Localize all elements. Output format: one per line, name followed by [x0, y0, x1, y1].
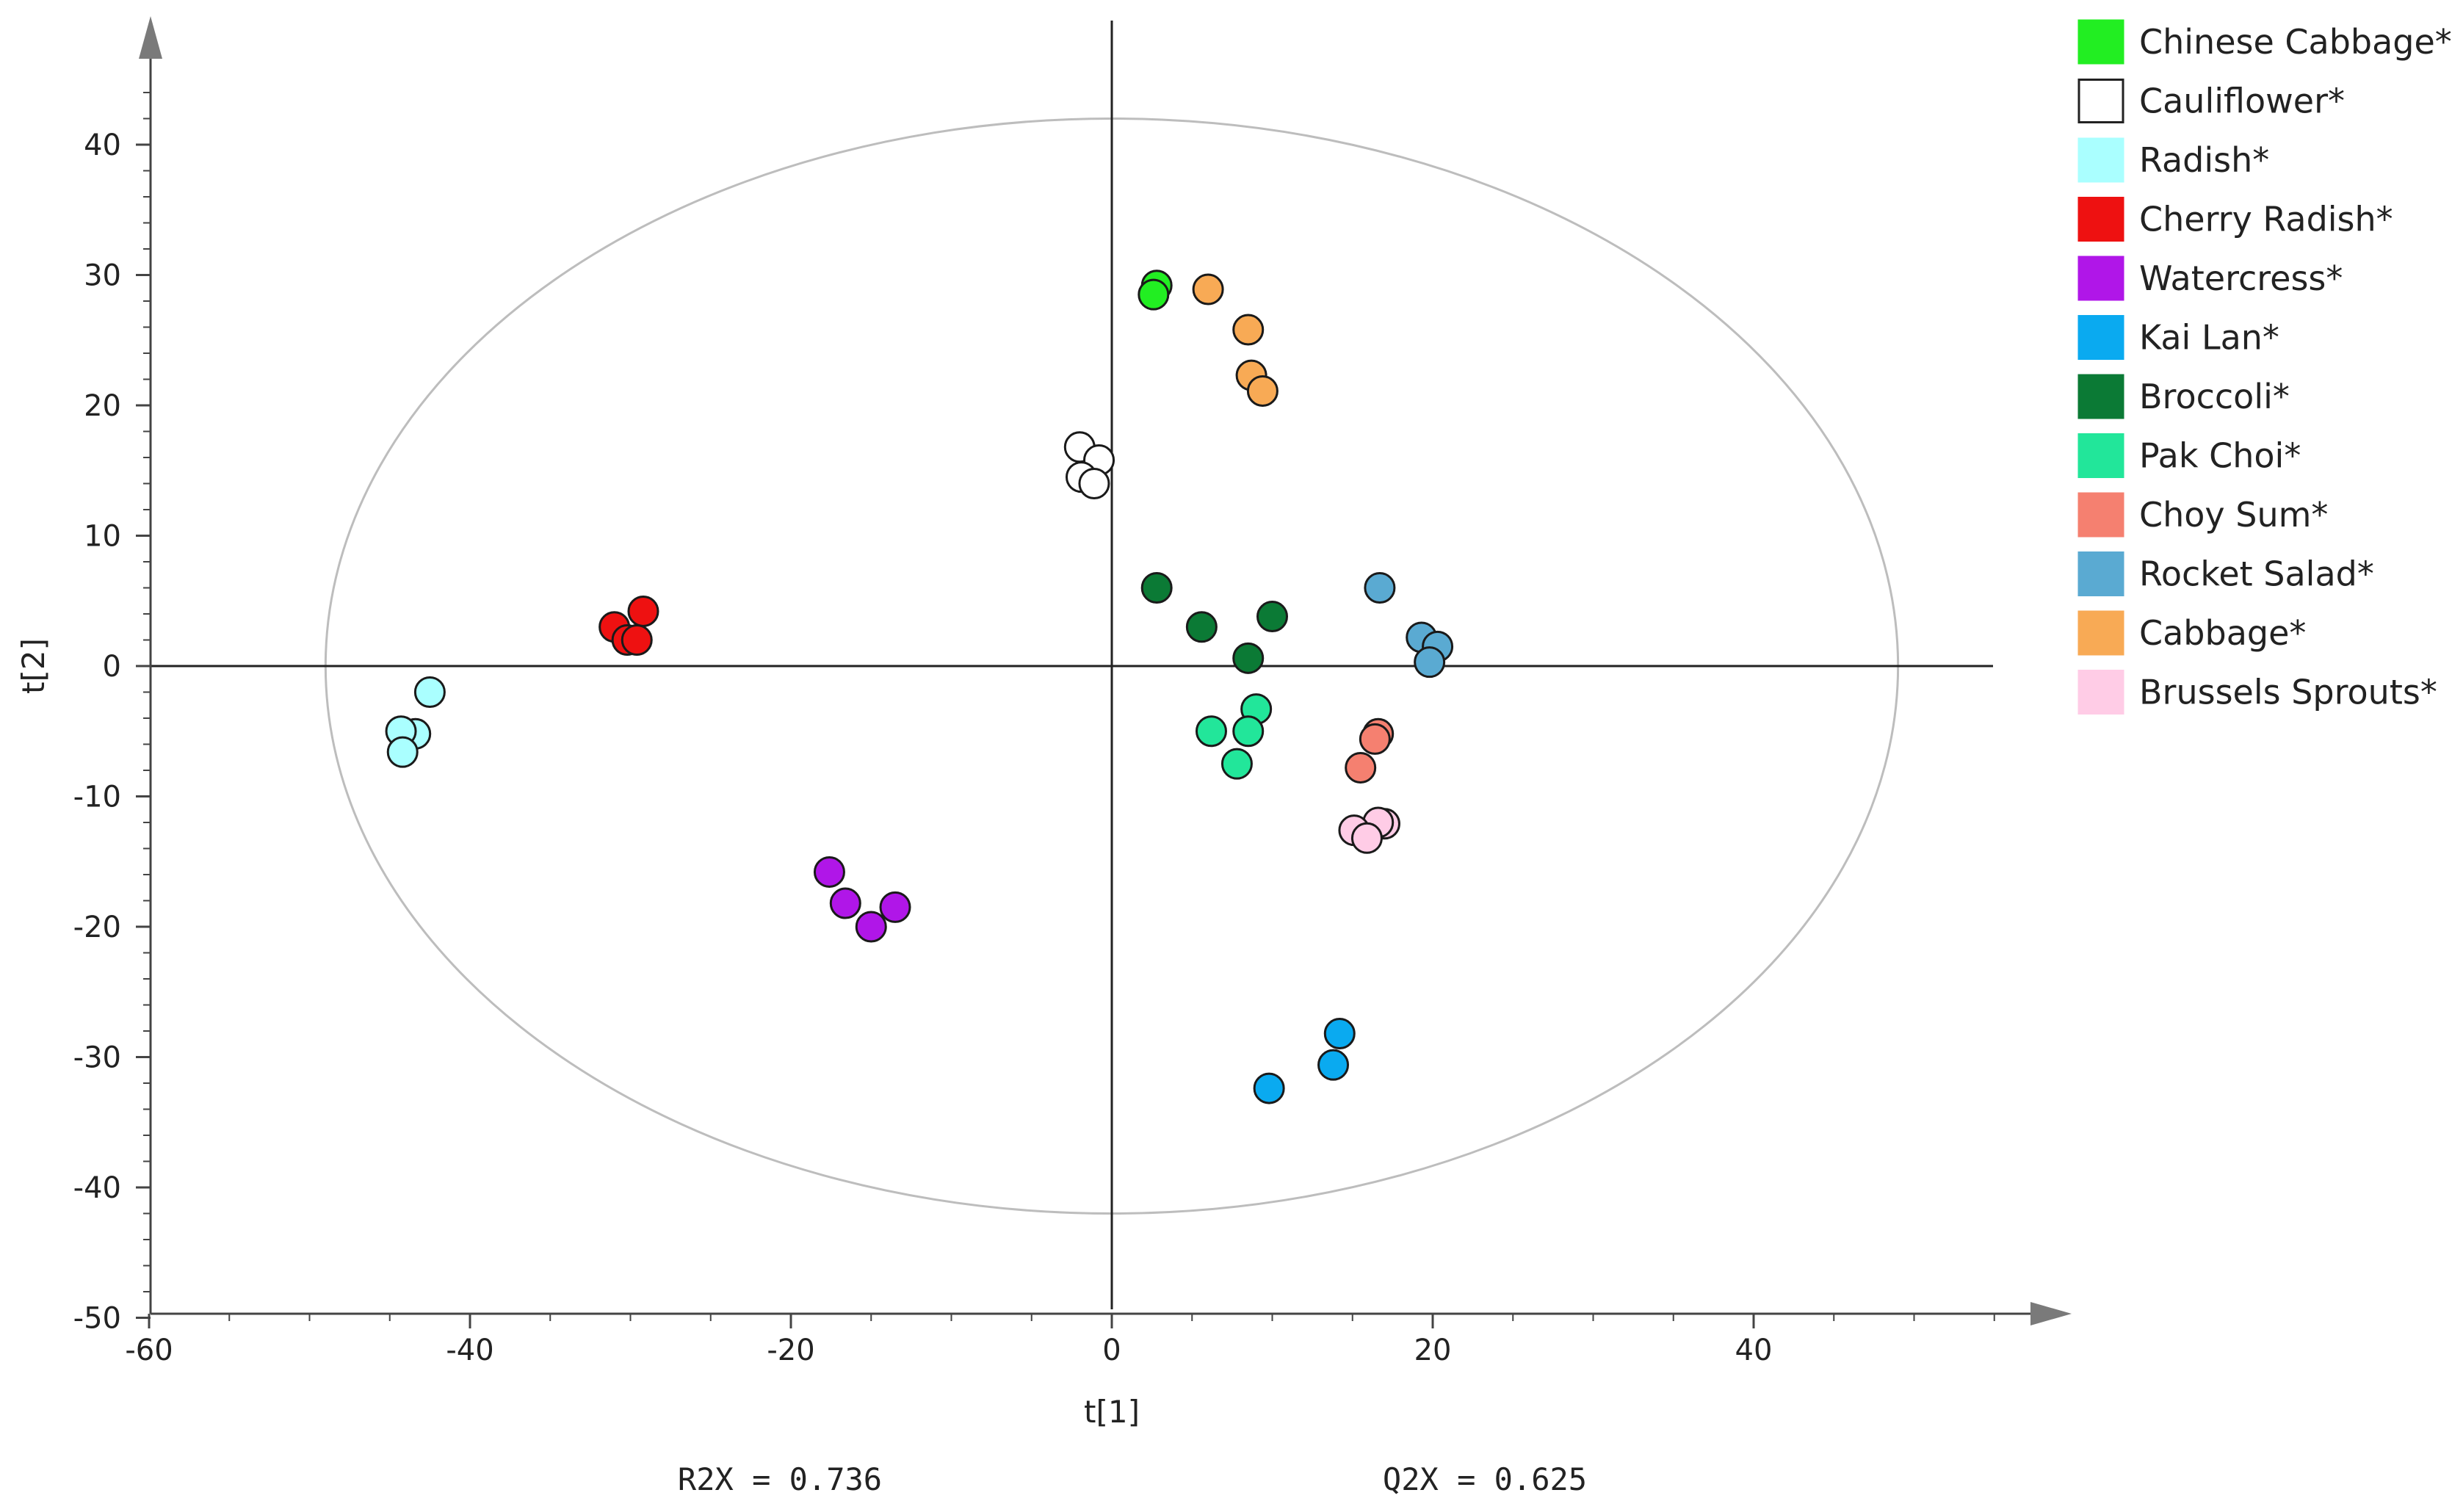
legend-label: Brussels Sprouts*: [2139, 673, 2437, 712]
data-point: [1323, 1018, 1356, 1050]
data-point: [413, 676, 446, 708]
y-tick-label: 30: [84, 259, 121, 293]
y-tick-label: 10: [84, 520, 121, 554]
x-tick-label: -20: [767, 1334, 814, 1367]
legend-label: Broccoli*: [2139, 377, 2290, 416]
r2x-annotation: R2X = 0.736: [678, 1461, 882, 1497]
data-point: [813, 856, 845, 888]
legend-item: Choy Sum*: [2077, 492, 2328, 538]
legend-swatch: [2077, 137, 2124, 183]
legend-label: Choy Sum*: [2139, 495, 2328, 535]
data-points: [385, 270, 1454, 1104]
data-point: [1345, 751, 1377, 784]
legend-swatch: [2077, 197, 2124, 242]
legend-item: Cabbage*: [2077, 610, 2306, 656]
x-tick-label: -60: [125, 1334, 173, 1367]
legend-label: Pak Choi*: [2139, 436, 2301, 476]
legend-item: Cherry Radish*: [2077, 197, 2393, 242]
q2x-annotation: Q2X = 0.625: [1383, 1461, 1587, 1497]
y-tick-label: -40: [73, 1171, 121, 1205]
data-point: [829, 887, 861, 919]
data-point: [1185, 611, 1218, 643]
data-point: [1256, 601, 1288, 633]
x-tick-label: 0: [1102, 1334, 1121, 1367]
legend-label: Cherry Radish*: [2139, 200, 2393, 239]
data-point: [1232, 715, 1265, 748]
legend-item: Rocket Salad*: [2077, 551, 2374, 596]
legend-swatch: [2077, 19, 2124, 65]
legend-swatch: [2077, 256, 2124, 301]
x-tick-label: 20: [1414, 1334, 1452, 1367]
x-axis-arrow-icon: [2030, 1302, 2072, 1325]
data-point: [879, 891, 911, 923]
legend-label: Watercress*: [2139, 258, 2343, 298]
y-axis-arrow-icon: [139, 16, 162, 59]
y-tick-label: 40: [84, 129, 121, 162]
data-point: [1364, 572, 1396, 604]
x-axis-title: t[1]: [1084, 1394, 1140, 1430]
legend-swatch: [2077, 610, 2124, 656]
legend-swatch: [2077, 551, 2124, 596]
data-point: [1220, 748, 1253, 780]
y-axis-ticks: 40 30 20 10 0 -10 -20 -30 -40 -50: [73, 92, 151, 1336]
legend-item: Watercress*: [2077, 256, 2343, 301]
legend-swatch: [2077, 374, 2124, 419]
data-point: [1414, 646, 1446, 679]
y-tick-label: -20: [73, 911, 121, 944]
data-point: [627, 595, 659, 627]
y-tick-label: -10: [73, 781, 121, 814]
y-axis-title: t[2]: [15, 638, 51, 694]
data-point: [1246, 375, 1279, 407]
legend-label: Rocket Salad*: [2139, 554, 2374, 594]
data-point: [855, 911, 887, 943]
legend-label: Radish*: [2139, 140, 2269, 180]
legend-item: Chinese Cabbage*: [2077, 19, 2452, 65]
legend-label: Cabbage*: [2139, 613, 2306, 653]
legend-swatch: [2077, 315, 2124, 360]
data-point: [1138, 278, 1170, 311]
legend-swatch: [2077, 670, 2124, 715]
legend-item: Pak Choi*: [2077, 433, 2301, 478]
data-point: [1078, 468, 1110, 499]
data-point: [1253, 1072, 1285, 1104]
data-point: [386, 736, 419, 768]
y-tick-label: 0: [103, 650, 121, 684]
legend: Chinese Cabbage* Cauliflower* Radish* Cherr…: [2077, 19, 2452, 715]
plot-area: [151, 21, 1993, 1309]
legend-swatch: [2077, 433, 2124, 478]
legend-label: Cauliflower*: [2139, 82, 2345, 121]
data-point: [1350, 822, 1383, 854]
legend-label: Chinese Cabbage*: [2139, 22, 2452, 62]
legend-item: Kai Lan*: [2077, 315, 2279, 360]
legend-label: Kai Lan*: [2139, 318, 2279, 358]
legend-item: Radish*: [2077, 137, 2269, 183]
legend-swatch: [2077, 79, 2124, 123]
legend-item: Broccoli*: [2077, 374, 2290, 419]
y-tick-label: -30: [73, 1041, 121, 1075]
data-point: [1232, 314, 1265, 346]
data-point: [1359, 723, 1391, 755]
legend-item: Brussels Sprouts*: [2077, 670, 2437, 715]
y-tick-label: 20: [84, 389, 121, 423]
y-tick-label: -50: [73, 1302, 121, 1336]
x-tick-label: 40: [1735, 1334, 1773, 1367]
legend-item: Cauliflower*: [2077, 79, 2345, 123]
legend-swatch: [2077, 492, 2124, 538]
data-point: [621, 624, 653, 656]
data-point: [1192, 273, 1224, 305]
data-point: [1317, 1049, 1350, 1081]
data-point: [1195, 715, 1227, 748]
data-point: [1232, 642, 1265, 674]
data-point: [1140, 572, 1173, 604]
x-axis-ticks: -60 -40 -20 0 20 40: [125, 1314, 1995, 1367]
axes: 40 30 20 10 0 -10 -20 -30 -40 -50 -60 -40 -20 0 20 40: [73, 16, 2072, 1367]
x-tick-label: -40: [446, 1334, 493, 1367]
